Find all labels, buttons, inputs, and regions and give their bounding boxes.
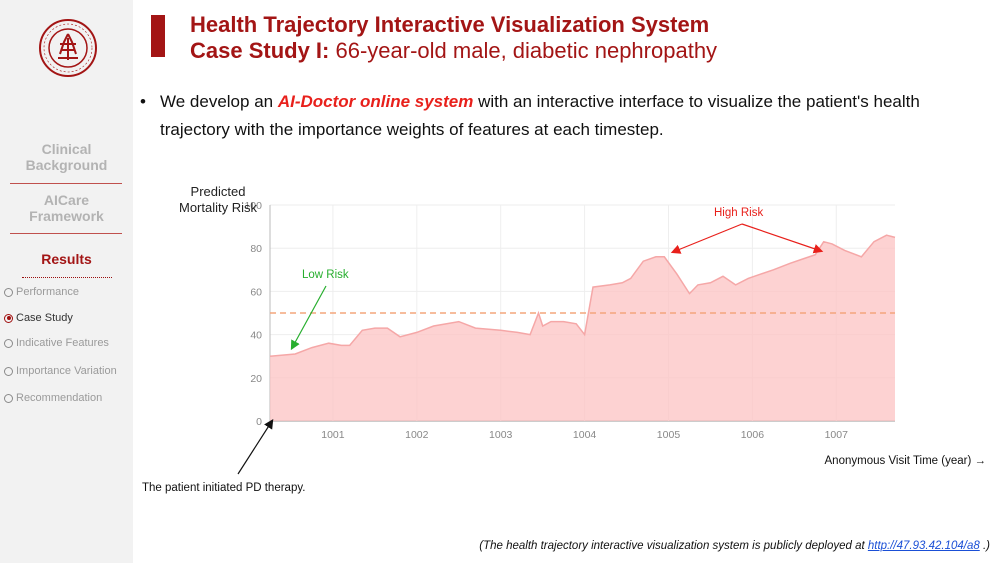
sidebar: Clinical Background AICare Framework Res…: [0, 0, 133, 563]
title-accent-bar: [151, 15, 165, 57]
page-subtitle: Case Study I: 66-year-old male, diabetic…: [190, 38, 717, 64]
radio-icon: [4, 287, 13, 297]
subtitle-description: 66-year-old male, diabetic nephropathy: [329, 38, 718, 63]
nav-item-performance[interactable]: Performance: [4, 286, 79, 298]
x-tick-label: 1004: [573, 429, 597, 441]
low-risk-arrow: [290, 285, 327, 351]
x-axis-label: Anonymous Visit Time (year) →: [825, 455, 986, 467]
nav-item-importance-variation[interactable]: Importance Variation: [4, 365, 117, 377]
section-results[interactable]: Results: [0, 251, 133, 267]
x-tick-label: 1003: [489, 429, 513, 441]
high-risk-label: High Risk: [714, 207, 763, 219]
bullet-marker: •: [140, 92, 146, 111]
mortality-risk-chart[interactable]: 0 20 40 60 80 100 1001 1002 1003 1004 1005 1006 100…: [138, 178, 1000, 498]
footer-note: (The health trajectory interactive visua…: [479, 540, 990, 552]
x-tick-label: 1006: [741, 429, 765, 441]
pd-therapy-arrow: [237, 418, 274, 475]
page-title: Health Trajectory Interactive Visualizat…: [190, 12, 710, 37]
pd-therapy-label: The patient initiated PD therapy.: [142, 482, 305, 494]
y-tick-label: 60: [250, 286, 262, 298]
bullet-text-pre: We develop an: [160, 92, 278, 111]
nav-item-label: Importance Variation: [16, 365, 117, 377]
nav-item-indicative-features[interactable]: Indicative Features: [4, 337, 109, 349]
y-axis-label-line: Mortality Risk: [179, 200, 258, 215]
section-aicare-framework[interactable]: AICare Framework: [0, 192, 133, 224]
y-tick-label: 100: [244, 200, 262, 212]
y-tick-label: 0: [256, 416, 262, 428]
y-tick-label: 40: [250, 330, 262, 342]
y-axis-label-line: Predicted: [191, 184, 246, 199]
risk-line: [269, 234, 896, 357]
bullet-text-post: with an interactive interface to visuali…: [160, 92, 920, 139]
bullet-text: We develop an AI-Doctor online system wi…: [160, 88, 960, 144]
section-divider-dotted: [22, 277, 112, 278]
section-clinical-background[interactable]: Clinical Background: [0, 141, 133, 173]
section-divider: [10, 233, 122, 234]
radio-icon: [4, 366, 13, 376]
x-tick-label: 1001: [321, 429, 345, 441]
high-risk-arrow-left: [670, 223, 743, 254]
x-tick-label: 1005: [657, 429, 681, 441]
y-tick-label: 80: [250, 243, 262, 255]
y-tick-label: 20: [250, 373, 262, 385]
footer-text-pre: (The health trajectory interactive visua…: [479, 540, 868, 552]
x-tick-label: 1007: [825, 429, 849, 441]
radio-icon: [4, 338, 13, 348]
subtitle-case-label: Case Study I:: [190, 38, 330, 63]
ai-doctor-highlight: AI-Doctor online system: [277, 92, 474, 111]
high-risk-arrow-right: [741, 223, 824, 254]
nav-item-label: Case Study: [16, 312, 73, 324]
radio-selected-icon: [4, 313, 13, 323]
section-label: Clinical Background: [25, 141, 108, 173]
y-axis-label: Predicted Mortality Risk: [179, 184, 258, 215]
low-risk-label: Low Risk: [302, 269, 349, 281]
nav-item-label: Performance: [16, 286, 79, 298]
footer-text-post: .): [979, 540, 990, 552]
x-tick-label: 1002: [405, 429, 429, 441]
risk-area-fill: [270, 235, 895, 421]
nav-item-case-study[interactable]: Case Study: [4, 312, 73, 324]
section-label: AICare Framework: [29, 192, 104, 224]
nav-item-recommendation[interactable]: Recommendation: [4, 392, 102, 404]
peking-university-logo: [39, 19, 97, 77]
nav-item-label: Indicative Features: [16, 337, 109, 349]
radio-icon: [4, 393, 13, 403]
section-divider: [10, 183, 122, 184]
deployment-link[interactable]: http://47.93.42.104/a8: [867, 540, 980, 552]
section-label: Results: [41, 251, 92, 267]
nav-item-label: Recommendation: [16, 392, 103, 404]
